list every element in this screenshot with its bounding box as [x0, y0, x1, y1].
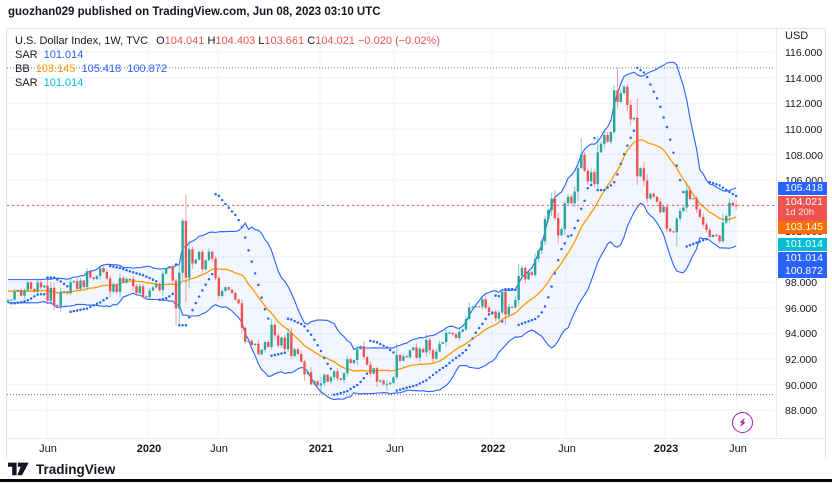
legend-symbol-row[interactable]: U.S. Dollar Index, 1W, TVC O 104.041 H 104…	[15, 34, 440, 48]
legend-indicator-row[interactable]: BB 103.145 105.418 100.872	[15, 62, 440, 76]
time-tick-label: 2023	[653, 443, 679, 455]
price-tick-label: 112.000	[785, 98, 823, 111]
indicator-name: SAR	[15, 49, 38, 61]
change-value: −0.020 (−0.02%)	[357, 35, 440, 47]
bottom-edge-bar	[0, 479, 832, 482]
indicator-value: 100.872	[127, 63, 167, 75]
price-badge: 105.418	[778, 182, 827, 196]
price-tick-label: 94.000	[785, 328, 818, 341]
legend-indicator-rows: SAR 101.014 BB 103.145 105.418 100.872 SAR 101.…	[15, 48, 440, 90]
legend-indicator-row[interactable]: SAR 101.014	[15, 76, 440, 90]
tradingview-brand: TradingView	[36, 461, 116, 477]
price-badge: 101.014	[778, 251, 827, 265]
symbol-title: U.S. Dollar Index, 1W, TVC	[15, 35, 149, 47]
price-badge: 104.021 1d 20h	[778, 195, 827, 221]
price-badge: 100.872	[778, 265, 827, 279]
ohlc-item: H 104.403	[207, 35, 256, 47]
time-tick-label: Jun	[210, 443, 228, 455]
tradingview-footer[interactable]: TradingView	[8, 460, 115, 478]
ohlc-item: L 103.661	[258, 35, 305, 47]
price-badge: 103.145	[778, 221, 827, 235]
price-tick-label: 114.000	[785, 72, 823, 85]
time-tick-label: 2020	[136, 443, 162, 455]
time-axis[interactable]: Jun 2020 Jun 2021 Jun 2022 Jun 2023 Jun	[7, 438, 825, 458]
indicator-name: SAR	[15, 77, 38, 89]
indicator-value: 103.145	[35, 63, 76, 75]
price-tick-label: 98.000	[785, 277, 818, 290]
flash-marker-icon[interactable]	[732, 412, 753, 433]
currency-label: USD	[785, 30, 809, 42]
price-tick-label: 110.000	[785, 123, 823, 136]
price-tick-label: 88.000	[785, 405, 818, 418]
price-badge: 101.014	[778, 238, 827, 252]
indicator-value: 105.418	[81, 63, 122, 75]
ohlc-item: C 104.021	[307, 35, 355, 47]
price-tick-label: 90.000	[785, 379, 818, 392]
indicator-value: 101.014	[43, 49, 84, 61]
indicator-value: 101.014	[43, 77, 84, 89]
publication-header: guozhan029 published on TradingView.com,…	[8, 6, 381, 18]
ohlc-item: O 104.041	[156, 35, 205, 47]
price-chart-canvas[interactable]	[7, 29, 775, 437]
ohlc-values: O 104.041 H 104.403 L 103.661 C 104.021 −0.0…	[156, 34, 440, 48]
price-tick-label: 96.000	[785, 302, 818, 315]
lightning-bolt-icon	[739, 417, 746, 428]
time-tick-label: Jun	[386, 443, 404, 455]
time-tick-label: Jun	[729, 443, 747, 455]
price-tick-label: 108.000	[785, 149, 823, 162]
chart-legend: U.S. Dollar Index, 1W, TVC O 104.041 H 104…	[15, 34, 440, 90]
time-tick-label: 2021	[308, 443, 334, 455]
time-tick-label: 2022	[480, 443, 506, 455]
chart-widget: U.S. Dollar Index, 1W, TVC O 104.041 H 104…	[6, 28, 827, 458]
price-tick-label: 116.000	[785, 47, 823, 60]
legend-indicator-row[interactable]: SAR 101.014	[15, 48, 440, 62]
time-tick-label: Jun	[39, 443, 57, 455]
price-axis[interactable]: USD 116.000 114.000 112.000 110.000 108.000 1…	[776, 29, 827, 437]
indicator-name: BB	[15, 63, 30, 75]
time-tick-label: Jun	[558, 443, 576, 455]
tradingview-logo-icon	[8, 462, 29, 476]
price-tick-label: 92.000	[785, 354, 818, 367]
